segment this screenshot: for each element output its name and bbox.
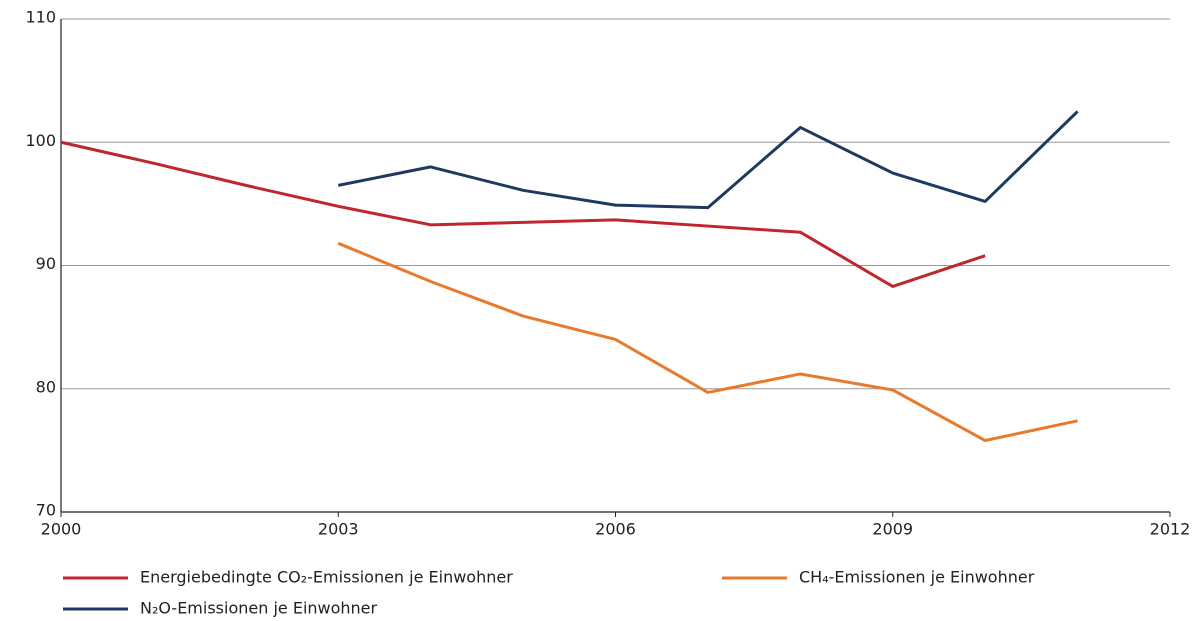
legend-label: N₂O-Emissionen je Einwohner <box>140 599 378 618</box>
series-line <box>337 110 1079 210</box>
y-tick-label: 100 <box>25 131 56 150</box>
x-tick-label: 2003 <box>318 520 359 539</box>
y-tick-label: 90 <box>36 254 56 273</box>
x-tick-label: 2009 <box>872 520 913 539</box>
x-tick-label: 2000 <box>41 520 82 539</box>
y-tick-label: 70 <box>36 501 56 520</box>
series-line <box>337 241 1078 443</box>
series-line <box>60 140 986 288</box>
y-tick-label: 80 <box>36 377 56 396</box>
legend-label: CH₄-Emissionen je Einwohner <box>799 568 1035 587</box>
legend-label: Energiebedingte CO₂-Emissionen je Einwoh… <box>140 568 513 587</box>
x-tick-label: 2012 <box>1150 520 1191 539</box>
x-tick-label: 2006 <box>595 520 636 539</box>
y-tick-label: 110 <box>25 8 56 27</box>
